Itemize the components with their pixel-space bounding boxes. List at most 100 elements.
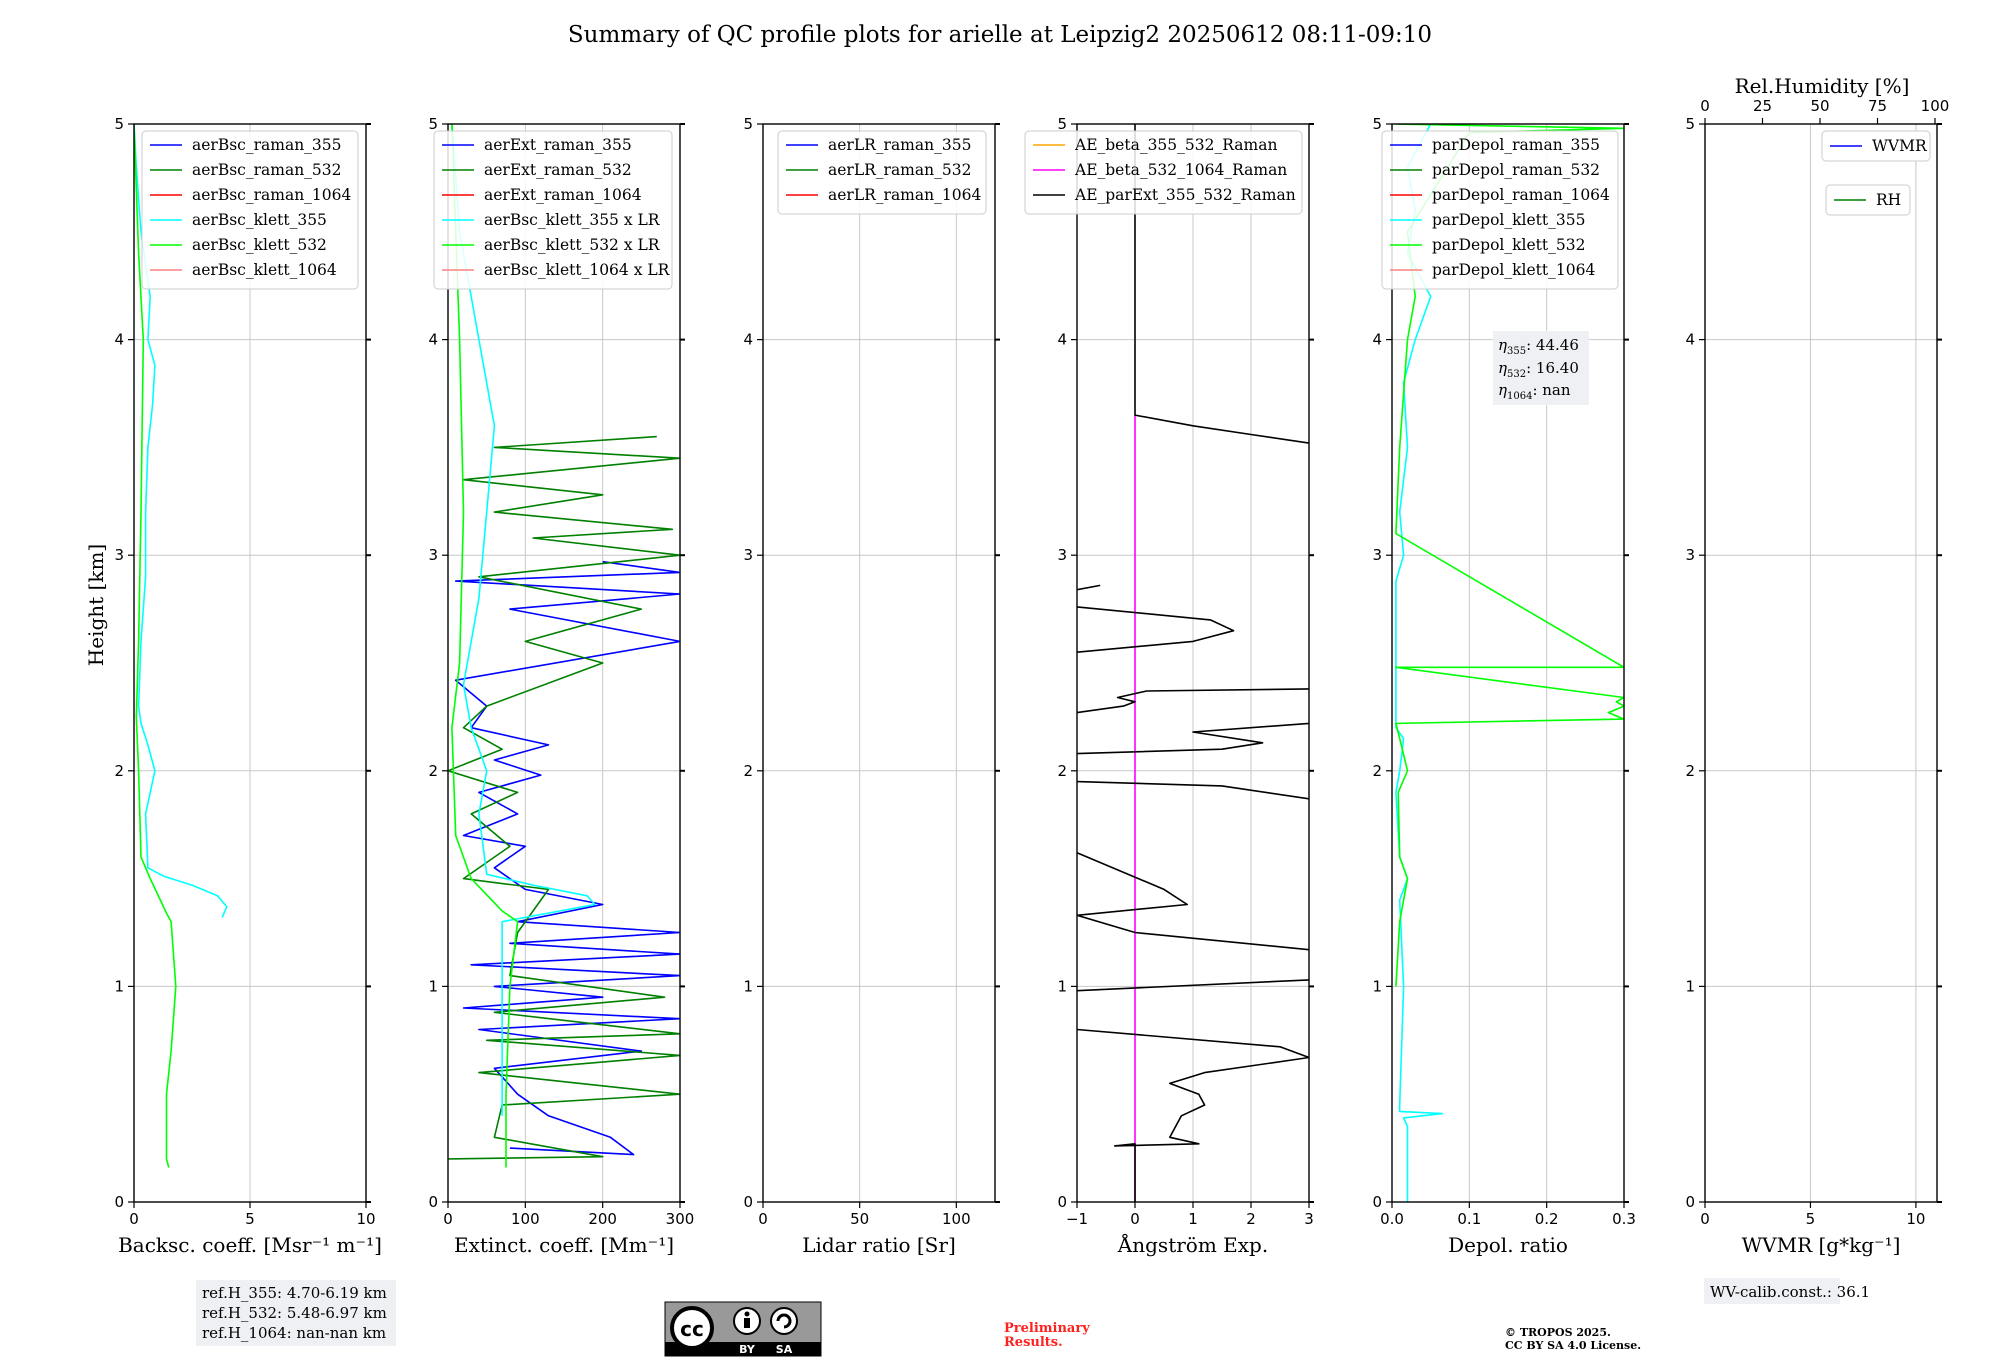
series-line-aerext-raman-532 [448, 435, 680, 1160]
series-group [448, 124, 680, 1168]
x-tick-label: 10 [356, 1210, 375, 1228]
copyright-line-1: © TROPOS 2025. [1505, 1326, 1611, 1339]
axes-frame [447, 123, 681, 1203]
legend-entry: AE_beta_532_1064_Raman [1074, 161, 1287, 179]
series-line-ae-parext-355-532-raman [1077, 722, 1309, 755]
legend-frame [1024, 130, 1303, 215]
legend-entry: aerLR_raman_1064 [828, 186, 981, 204]
y-tick-label: 0 [114, 1193, 124, 1211]
x-axis-label: Ångström Exp. [1117, 1232, 1268, 1257]
y-tick-label: 4 [743, 331, 753, 349]
eta-box-bg [1493, 331, 1589, 405]
y-tick-label: 3 [1372, 546, 1382, 564]
x-tick-label: 100 [511, 1210, 540, 1228]
rh-tick-label: 0 [1700, 97, 1710, 115]
refh-line-532: ref.H_532: 5.48-6.97 km [202, 1304, 387, 1322]
legend-entry: aerExt_raman_355 [484, 136, 632, 154]
legend-frame [141, 130, 359, 290]
sa-share-icon [770, 1307, 798, 1335]
axes-frame [762, 123, 996, 1203]
y-tick-label: 4 [428, 331, 438, 349]
y-tick-label: 0 [1057, 1193, 1067, 1211]
legend-entry: aerExt_raman_1064 [484, 186, 642, 204]
y-tick-label: 5 [1372, 115, 1382, 133]
y-tick-label: 0 [1685, 1193, 1695, 1211]
legend-entry: RH [1876, 191, 1901, 209]
cc-icon [670, 1306, 714, 1350]
y-tick-label: 2 [428, 762, 438, 780]
panel-wvmr: 0 5 10 0 1 2 3 4 5 WVMR [g*kg⁻¹] WVMR RH [1685, 115, 1942, 1257]
x-tick-label: 100 [942, 1210, 971, 1228]
x-axis-label: Lidar ratio [Sr] [802, 1233, 956, 1257]
wv-calib-bg [1704, 1278, 1840, 1304]
series-line-ae-parext-355-532-raman [1077, 979, 1309, 992]
legend-frame [1381, 130, 1619, 290]
series-group [134, 124, 228, 1168]
refh-infobox: ref.H_355: 4.70-6.19 km ref.H_532: 5.48-… [196, 1280, 396, 1346]
rh-top-axis: 0 25 50 75 100 [1700, 97, 1949, 124]
preliminary-line-2: Results. [1004, 1335, 1063, 1350]
x-tick-label: 0 [443, 1210, 453, 1228]
x-tick-label: 0.2 [1535, 1210, 1559, 1228]
x-axis-label: Depol. ratio [1448, 1233, 1568, 1257]
x-tick-label: 50 [850, 1210, 869, 1228]
series-line-aerext-raman-355 [454, 560, 680, 1156]
legend-entry: parDepol_raman_1064 [1432, 186, 1610, 204]
series-line-aerbsc-klett-355 [134, 124, 228, 918]
legend: aerExt_raman_355 aerExt_raman_532 aerExt_r… [433, 130, 673, 290]
x-tick-label: 2 [1246, 1210, 1256, 1228]
y-tick-label: 2 [1057, 762, 1067, 780]
x-tick-label: 1 [1188, 1210, 1198, 1228]
legend-entry: aerLR_raman_532 [828, 161, 971, 179]
preliminary-line-1: Preliminary [1004, 1321, 1090, 1336]
x-tick-label: 200 [588, 1210, 617, 1228]
legend-entry: aerBsc_klett_1064 [192, 261, 337, 279]
y-tick-label: 4 [1057, 331, 1067, 349]
rh-tick-label: 100 [1921, 97, 1950, 115]
refh-line-1064: ref.H_1064: nan-nan km [202, 1324, 386, 1342]
eta-value-355: : 44.46 [1526, 336, 1579, 354]
y-tick-label: 2 [1685, 762, 1695, 780]
legend-entry: aerBsc_klett_532 x LR [484, 236, 661, 254]
legend-entry: parDepol_klett_355 [1432, 211, 1585, 229]
eta-symbol: η [1498, 381, 1507, 399]
by-person-head [744, 1311, 750, 1317]
cc-license-badge: cc BY SA [664, 1301, 822, 1357]
y-tick-label: 4 [1685, 331, 1695, 349]
y-tick-label: 1 [1057, 977, 1067, 995]
legend-frame [777, 130, 987, 215]
panel-backscatter: 0 5 10 0 1 2 3 4 5 Backsc. coeff. [Msr⁻¹ m⁻¹] aerB… [114, 115, 381, 1257]
y-tick-label: 0 [743, 1193, 753, 1211]
series-line-ae-parext-355-532-raman [1077, 688, 1309, 714]
figure-title: Summary of QC profile plots for arielle … [568, 22, 1432, 48]
cc-icon-letters: cc [680, 1317, 704, 1341]
eta-symbol: η [1498, 359, 1507, 377]
rh-tick-label: 50 [1810, 97, 1829, 115]
y-tick-label: 3 [743, 546, 753, 564]
y-tick-label: 2 [1372, 762, 1382, 780]
y-tick-label: 5 [428, 115, 438, 133]
panel-lidar_ratio: 0 50 100 0 1 2 3 4 5 Lidar ratio [Sr] aerLR_raman_… [743, 115, 1000, 1257]
y-axis-label: Height [km] [84, 544, 108, 666]
legend-entry: parDepol_klett_532 [1432, 236, 1585, 254]
y-tick-label: 0 [1372, 1193, 1382, 1211]
legend: WVMR RH [1821, 130, 1931, 216]
legend-entry: aerBsc_raman_532 [192, 161, 342, 179]
legend-entry: parDepol_raman_355 [1432, 136, 1600, 154]
eta-355: η355: 44.46 [1498, 336, 1579, 357]
rh-tick-label: 75 [1868, 97, 1887, 115]
x-tick-label: 10 [1906, 1210, 1925, 1228]
legend-frame-wvmr [1821, 130, 1931, 162]
x-axis-label: Extinct. coeff. [Mm⁻¹] [454, 1233, 674, 1257]
cc-sa-text: SA [776, 1343, 793, 1356]
y-tick-label: 5 [1057, 115, 1067, 133]
legend-entry: aerBsc_klett_532 [192, 236, 327, 254]
legend: aerBsc_raman_355 aerBsc_raman_532 aerBsc_r… [141, 130, 359, 290]
series-line-ae-parext-355-532-raman [1077, 780, 1309, 800]
y-tick-label: 2 [114, 762, 124, 780]
series-line-aerbsc-klett-355-x-lr [451, 124, 596, 1116]
y-tick-label: 3 [428, 546, 438, 564]
y-tick-label: 0 [428, 1193, 438, 1211]
